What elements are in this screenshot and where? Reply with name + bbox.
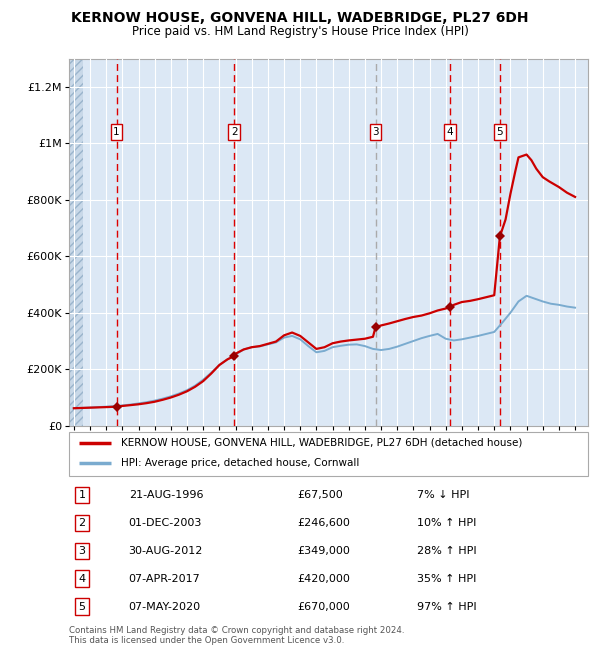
Text: 28% ↑ HPI: 28% ↑ HPI: [417, 546, 476, 556]
Text: 4: 4: [79, 574, 86, 584]
Text: 5: 5: [497, 127, 503, 137]
Text: HPI: Average price, detached house, Cornwall: HPI: Average price, detached house, Corn…: [121, 458, 359, 469]
Text: 3: 3: [372, 127, 379, 137]
Text: 7% ↓ HPI: 7% ↓ HPI: [417, 490, 469, 500]
Text: Contains HM Land Registry data © Crown copyright and database right 2024.: Contains HM Land Registry data © Crown c…: [69, 626, 404, 635]
Text: This data is licensed under the Open Government Licence v3.0.: This data is licensed under the Open Gov…: [69, 636, 344, 645]
Text: £246,600: £246,600: [298, 518, 350, 528]
Text: 2: 2: [231, 127, 238, 137]
Text: 1: 1: [79, 490, 85, 500]
Bar: [69, 58, 83, 426]
Text: 4: 4: [447, 127, 454, 137]
Text: £349,000: £349,000: [298, 546, 350, 556]
Text: 1: 1: [113, 127, 120, 137]
Text: £420,000: £420,000: [298, 574, 350, 584]
Text: 5: 5: [79, 602, 85, 612]
Text: KERNOW HOUSE, GONVENA HILL, WADEBRIDGE, PL27 6DH: KERNOW HOUSE, GONVENA HILL, WADEBRIDGE, …: [71, 11, 529, 25]
Text: 30-AUG-2012: 30-AUG-2012: [128, 546, 203, 556]
Text: 07-MAY-2020: 07-MAY-2020: [128, 602, 201, 612]
Text: £67,500: £67,500: [298, 490, 343, 500]
Text: 35% ↑ HPI: 35% ↑ HPI: [417, 574, 476, 584]
Text: 01-DEC-2003: 01-DEC-2003: [128, 518, 202, 528]
Text: 07-APR-2017: 07-APR-2017: [128, 574, 200, 584]
Text: Price paid vs. HM Land Registry's House Price Index (HPI): Price paid vs. HM Land Registry's House …: [131, 25, 469, 38]
Text: 3: 3: [79, 546, 85, 556]
Text: £670,000: £670,000: [298, 602, 350, 612]
Text: 2: 2: [79, 518, 86, 528]
Text: 10% ↑ HPI: 10% ↑ HPI: [417, 518, 476, 528]
Text: 97% ↑ HPI: 97% ↑ HPI: [417, 602, 476, 612]
Text: KERNOW HOUSE, GONVENA HILL, WADEBRIDGE, PL27 6DH (detached house): KERNOW HOUSE, GONVENA HILL, WADEBRIDGE, …: [121, 437, 522, 448]
FancyBboxPatch shape: [69, 432, 588, 476]
Text: 21-AUG-1996: 21-AUG-1996: [128, 490, 203, 500]
